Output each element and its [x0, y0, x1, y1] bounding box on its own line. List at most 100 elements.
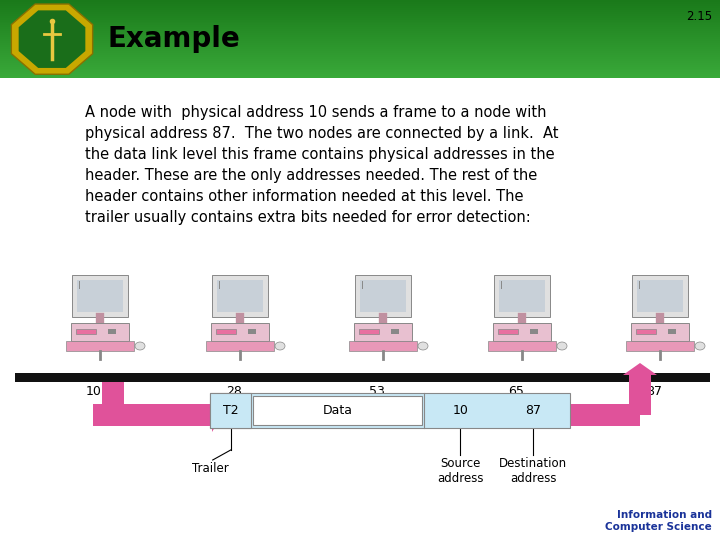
Ellipse shape	[418, 342, 428, 350]
Bar	[636, 329, 656, 334]
Bar	[0, 69, 720, 70]
Bar	[0, 2, 720, 4]
Bar	[210, 393, 570, 428]
Text: A node with  physical address 10 sends a frame to a node with: A node with physical address 10 sends a …	[85, 105, 546, 120]
Bar	[0, 53, 720, 55]
Bar	[0, 66, 720, 69]
Bar	[0, 51, 720, 53]
Bar	[0, 8, 720, 10]
Bar	[0, 43, 720, 45]
Bar	[0, 60, 720, 63]
Text: header. These are the only addresses needed. The rest of the: header. These are the only addresses nee…	[85, 168, 537, 183]
Bar	[570, 404, 640, 426]
Bar	[632, 275, 688, 317]
Text: 53: 53	[369, 385, 385, 398]
Bar	[631, 323, 689, 341]
Ellipse shape	[135, 342, 145, 350]
Bar	[77, 280, 123, 312]
Bar	[0, 41, 720, 43]
Bar	[108, 329, 116, 334]
Polygon shape	[212, 398, 222, 432]
Bar	[102, 382, 124, 415]
Text: Source
address: Source address	[437, 457, 483, 485]
Text: 87: 87	[525, 404, 541, 417]
Bar	[0, 16, 720, 18]
Bar	[0, 71, 720, 72]
Bar	[0, 49, 720, 51]
Bar	[217, 280, 263, 312]
Bar	[0, 18, 720, 19]
Bar	[0, 35, 720, 37]
Text: 87: 87	[646, 385, 662, 398]
Bar	[0, 72, 720, 75]
Bar	[0, 23, 720, 25]
Bar	[253, 396, 422, 425]
Bar	[354, 323, 412, 341]
Bar	[349, 341, 417, 351]
Bar	[66, 341, 134, 351]
Bar	[76, 329, 96, 334]
Text: 28: 28	[226, 385, 242, 398]
Text: Example: Example	[108, 25, 240, 53]
Bar	[0, 33, 720, 35]
Polygon shape	[12, 4, 93, 75]
Bar	[0, 31, 720, 33]
Bar	[0, 37, 720, 39]
Bar	[0, 0, 720, 2]
Bar	[0, 19, 720, 22]
Bar	[668, 329, 676, 334]
Bar	[530, 329, 538, 334]
Bar	[0, 47, 720, 49]
Text: Data: Data	[323, 404, 353, 417]
Bar	[494, 275, 550, 317]
Text: the data link level this frame contains physical addresses in the: the data link level this frame contains …	[85, 147, 554, 162]
Bar	[0, 55, 720, 57]
Bar	[0, 4, 720, 6]
Bar	[0, 10, 720, 12]
Text: Information and
Computer Science: Information and Computer Science	[606, 510, 712, 532]
Bar	[0, 75, 720, 76]
Bar	[0, 45, 720, 47]
Ellipse shape	[695, 342, 705, 350]
Bar	[0, 6, 720, 8]
Bar	[0, 57, 720, 59]
Text: 10: 10	[86, 385, 102, 398]
Bar	[0, 25, 720, 28]
Bar	[637, 280, 683, 312]
Bar	[0, 28, 720, 29]
Text: trailer usually contains extra bits needed for error detection:: trailer usually contains extra bits need…	[85, 210, 531, 225]
Ellipse shape	[557, 342, 567, 350]
Bar	[71, 323, 129, 341]
Bar	[498, 329, 518, 334]
Bar	[391, 329, 399, 334]
Bar	[0, 29, 720, 31]
Bar	[359, 329, 379, 334]
Bar	[210, 393, 251, 428]
Bar	[360, 280, 406, 312]
Bar	[248, 329, 256, 334]
Bar	[0, 12, 720, 14]
Polygon shape	[623, 363, 657, 375]
Text: 2.15: 2.15	[686, 10, 712, 23]
Bar	[0, 76, 720, 78]
Bar	[626, 341, 694, 351]
Bar	[211, 323, 269, 341]
Bar	[0, 65, 720, 66]
Ellipse shape	[275, 342, 285, 350]
Bar	[493, 323, 551, 341]
Bar	[212, 275, 268, 317]
Bar	[93, 404, 220, 426]
Text: 65: 65	[508, 385, 524, 398]
Text: header contains other information needed at this level. The: header contains other information needed…	[85, 189, 523, 204]
Bar	[0, 59, 720, 60]
Text: Trailer: Trailer	[192, 462, 229, 475]
Bar	[0, 39, 720, 41]
Bar	[355, 275, 411, 317]
Bar	[0, 14, 720, 16]
Bar	[72, 275, 128, 317]
Text: Destination
address: Destination address	[499, 457, 567, 485]
Bar	[488, 341, 556, 351]
Bar	[206, 341, 274, 351]
Polygon shape	[19, 10, 86, 68]
Bar	[0, 22, 720, 23]
